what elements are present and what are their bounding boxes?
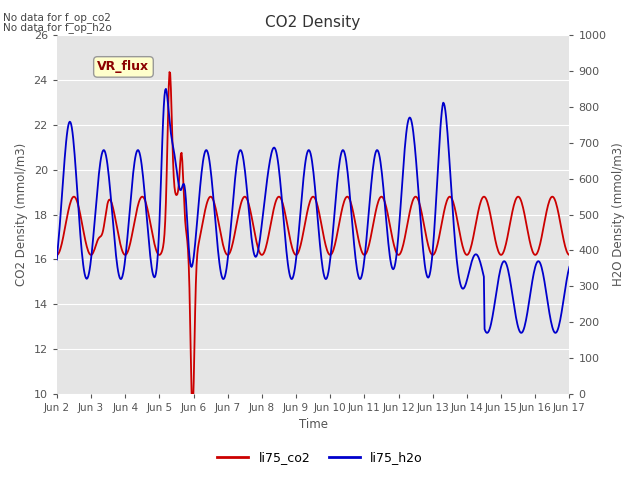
Y-axis label: H2O Density (mmol/m3): H2O Density (mmol/m3) — [612, 143, 625, 287]
Text: VR_flux: VR_flux — [97, 60, 150, 73]
Y-axis label: CO2 Density (mmol/m3): CO2 Density (mmol/m3) — [15, 143, 28, 286]
Legend: li75_co2, li75_h2o: li75_co2, li75_h2o — [212, 446, 428, 469]
Title: CO2 Density: CO2 Density — [266, 15, 361, 30]
Text: No data for f_op_h2o: No data for f_op_h2o — [3, 22, 112, 33]
X-axis label: Time: Time — [299, 419, 328, 432]
Text: No data for f_op_co2: No data for f_op_co2 — [3, 12, 111, 23]
